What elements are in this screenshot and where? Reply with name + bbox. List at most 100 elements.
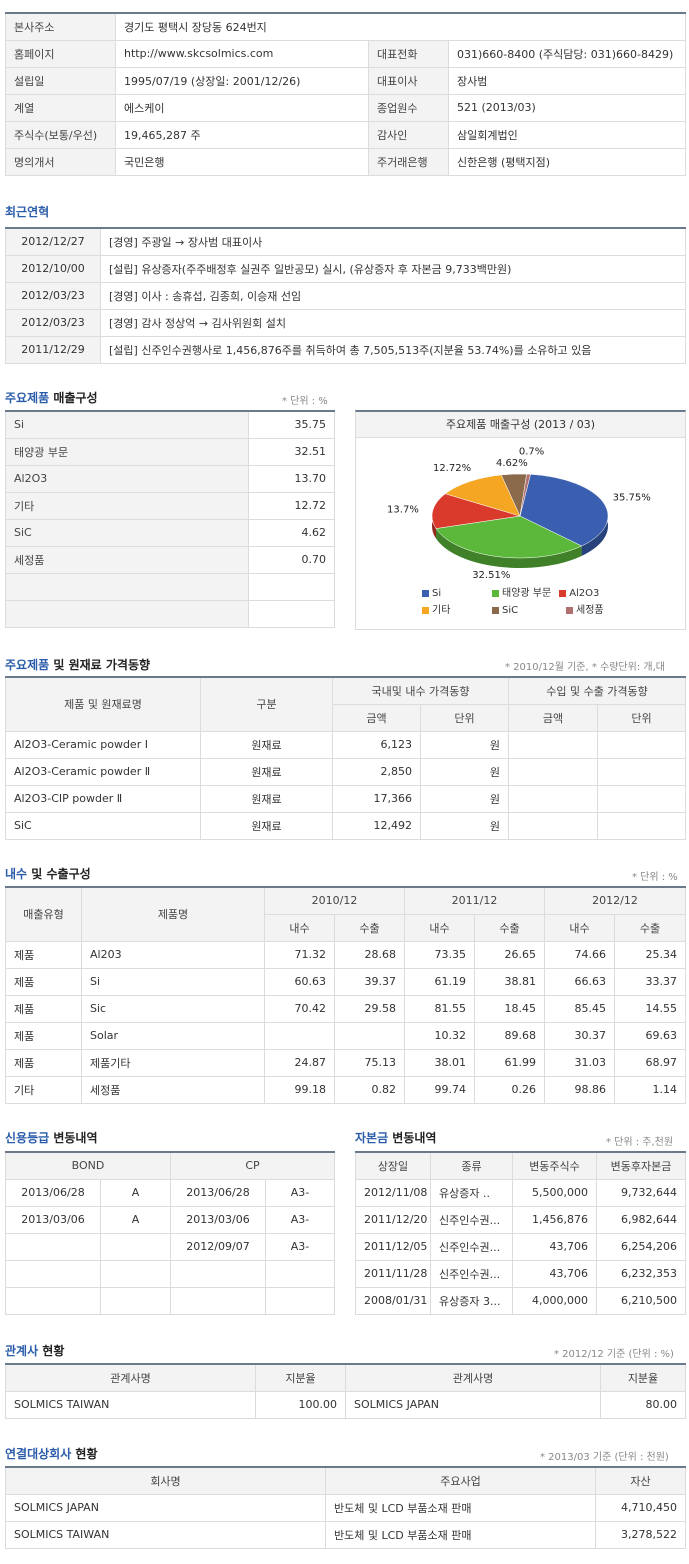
cell: 원재료 xyxy=(200,757,333,786)
cell: 원 xyxy=(419,784,510,813)
capital-amount: 6,254,206 xyxy=(596,1232,686,1261)
product-row: 세정품 0.70 xyxy=(5,545,335,574)
col-header: 관계사명 xyxy=(345,1363,601,1392)
cp-grade xyxy=(265,1286,335,1315)
cp-date: 2012/09/07 xyxy=(170,1232,266,1261)
cell: 원 xyxy=(419,757,510,786)
capital-type: 신주인수권... xyxy=(430,1205,513,1234)
percent-cell: 68.97 xyxy=(614,1048,686,1077)
cell xyxy=(508,757,599,786)
product-name: 태양광 부문 xyxy=(5,437,249,466)
product-name: 세정품 xyxy=(5,545,249,574)
product-name: Al2O3 xyxy=(5,464,249,493)
pie-chart-title: 주요제품 매출구성 (2013 / 03) xyxy=(356,412,685,438)
company-asset: 4,710,450 xyxy=(595,1493,686,1522)
cell: Al2O3-CIP powder Ⅱ xyxy=(5,784,201,813)
info-label: 감사인 xyxy=(368,120,449,149)
col-header: 회사명 xyxy=(5,1466,326,1495)
col-header: 내수 xyxy=(264,913,335,942)
capital-amount: 9,732,644 xyxy=(596,1178,686,1207)
percent-cell: 81.55 xyxy=(404,994,476,1023)
info-label: 종업원수 xyxy=(368,93,449,122)
bond-date: 2013/06/28 xyxy=(5,1178,101,1207)
cell: Al2O3-Ceramic powder Ⅰ xyxy=(5,730,201,759)
legend-item: 태양광 부문 xyxy=(492,584,551,599)
percent-cell: 0.26 xyxy=(474,1075,546,1104)
cell: 17,366 xyxy=(332,784,421,813)
percent-cell: 14.55 xyxy=(614,994,686,1023)
product-row xyxy=(5,599,335,628)
col-header: 구분 xyxy=(200,676,333,732)
product-value: 12.72 xyxy=(248,491,335,520)
cell: 원재료 xyxy=(200,730,333,759)
cell: SiC xyxy=(5,811,201,840)
col-header: 종류 xyxy=(430,1151,513,1180)
table-row: 2011/12/20 신주인수권... 1,456,876 6,982,644 xyxy=(355,1205,686,1234)
capital-date: 2011/11/28 xyxy=(355,1259,431,1288)
cell xyxy=(508,730,599,759)
percent-cell xyxy=(264,1021,335,1050)
info-value: 19,465,287 주 xyxy=(115,120,369,149)
affiliate-share: 80.00 xyxy=(600,1390,686,1419)
cp-date xyxy=(170,1259,266,1288)
info-label: 계열 xyxy=(5,93,116,122)
percent-cell: 89.68 xyxy=(474,1021,546,1050)
percent-cell: 1.14 xyxy=(614,1075,686,1104)
homepage-link[interactable]: http://www.skcsolmics.com xyxy=(115,39,369,68)
history-date: 2012/03/23 xyxy=(5,281,101,310)
info-row: 설립일 1995/07/19 (상장일: 2001/12/26) 대표이사 장사… xyxy=(5,66,686,95)
info-value: 신한은행 (평택지점) xyxy=(448,147,686,176)
cell: 2,850 xyxy=(332,757,421,786)
percent-cell: 61.19 xyxy=(404,967,476,996)
percent-cell: 28.68 xyxy=(333,940,406,969)
info-row: 주식수(보통/우선) 19,465,287 주 감사인 삼일회계법인 xyxy=(5,120,686,149)
history-date: 2012/10/00 xyxy=(5,254,101,283)
bond-grade xyxy=(100,1286,171,1315)
col-header: BOND xyxy=(5,1151,171,1180)
info-label: 명의개서 xyxy=(5,147,116,176)
col-header: 변동주식수 xyxy=(512,1151,597,1180)
table-row xyxy=(5,1259,335,1288)
history-text: [경영] 주광일 → 장사범 대표이사 xyxy=(100,227,686,256)
credit-title: 신용등급 변동내역 xyxy=(5,1131,98,1145)
history-text: [설립] 유상증자(주주배정후 실권주 일반공모) 실시, (유상증자 후 자본… xyxy=(100,254,686,283)
col-header: 단위 xyxy=(597,703,686,732)
legend-item: Al2O3 xyxy=(559,588,599,599)
history-row: 2012/10/00 [설립] 유상증자(주주배정후 실권주 일반공모) 실시, … xyxy=(5,254,686,283)
pie-chart-box: 주요제품 매출구성 (2013 / 03) 35.75% 32.51% 13.7% 1… xyxy=(355,410,686,630)
col-header: 금액 xyxy=(332,703,421,732)
sales-type: 제품 xyxy=(5,1048,82,1077)
capital-table: 상장일 종류 변동주식수 변동후자본금 2012/11/08 유상증자 .. 5,5… xyxy=(355,1151,686,1315)
history-date: 2011/12/29 xyxy=(5,335,101,364)
history-row: 2011/12/29 [설립] 신주인수권행사로 1,456,876주를 취득하여… xyxy=(5,335,686,364)
percent-cell: 29.58 xyxy=(333,994,406,1023)
products-title: 주요제품 매출구성 xyxy=(5,391,98,405)
col-header: 2011/12 xyxy=(404,886,546,915)
pie-chart: 35.75% 32.51% 13.7% 12.72% 4.62%0.7% xyxy=(387,446,651,581)
table-row: 제품 제품기타 24.87 75.13 38.01 61.99 31.03 68.97 xyxy=(5,1048,686,1077)
table-row: Al2O3-Ceramic powder Ⅱ 원재료 2,850 원 xyxy=(5,757,686,786)
cp-grade: A3- xyxy=(265,1205,335,1234)
percent-cell: 66.63 xyxy=(544,967,616,996)
affiliates-title: 관계사 현황 xyxy=(5,1344,65,1358)
col-header: 단위 xyxy=(419,703,510,732)
prices-title: 주요제품 및 원재료 가격동향 xyxy=(5,658,151,672)
legend-item: Si xyxy=(422,588,484,599)
cell: 원재료 xyxy=(200,784,333,813)
percent-cell: 75.13 xyxy=(333,1048,406,1077)
col-header: 주요사업 xyxy=(325,1466,596,1495)
info-label: 대표전화 xyxy=(368,39,449,68)
info-label: 주거래은행 xyxy=(368,147,449,176)
info-value: 장사범 xyxy=(448,66,686,95)
col-header: 지분율 xyxy=(255,1363,346,1392)
info-label: 대표이사 xyxy=(368,66,449,95)
col-header: 지분율 xyxy=(600,1363,686,1392)
history-text: [설립] 신주인수권행사로 1,456,876주를 취득하여 총 7,505,5… xyxy=(100,335,686,364)
percent-cell: 99.18 xyxy=(264,1075,335,1104)
affiliate-name: SOLMICS TAIWAN xyxy=(5,1390,256,1419)
col-header: 제품명 xyxy=(81,886,265,942)
pie-slice-3 xyxy=(444,474,521,517)
product-name: Si xyxy=(81,967,265,996)
col-header: 매출유형 xyxy=(5,886,82,942)
table-row: SOLMICS TAIWAN 반도체 및 LCD 부품소재 판매 3,278,5… xyxy=(5,1520,686,1549)
